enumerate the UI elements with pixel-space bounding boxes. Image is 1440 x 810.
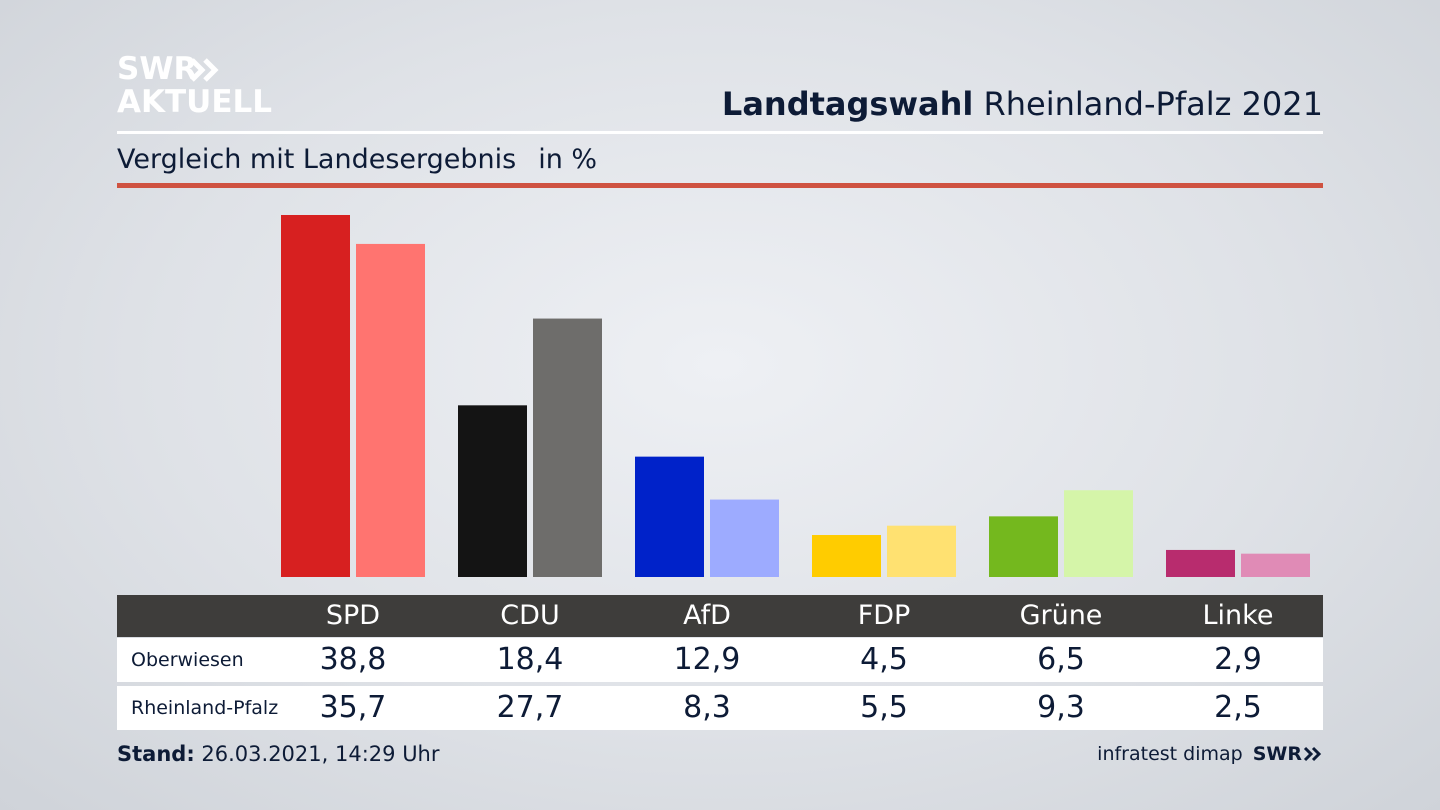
- bar-spd-rheinland-pfalz: [356, 243, 425, 577]
- chart-subtitle: Vergleich mit Landesergebnis in %: [117, 141, 597, 179]
- timestamp: Stand: 26.03.2021, 14:29 Uhr: [117, 739, 440, 769]
- column-header-cdu: CDU: [500, 600, 560, 631]
- title-rest: Rheinland-Pfalz 2021: [983, 85, 1323, 123]
- bar-spd-oberwiesen: [281, 214, 350, 577]
- logo-swr-text: SWR: [117, 51, 198, 87]
- accent-rule: [117, 183, 1323, 188]
- title-bold: Landtagswahl: [721, 85, 974, 123]
- value-fdp-oberwiesen: 4,5: [860, 642, 908, 677]
- source-credit: infratest dimap SWR: [1097, 740, 1323, 768]
- table-row-oberwiesen: Oberwiesen 38,8 18,4 12,9 4,5 6,5 2,9: [117, 638, 1323, 682]
- value-linke-rheinland-pfalz: 2,5: [1214, 690, 1262, 725]
- bar-chart: [281, 214, 1310, 577]
- column-header-linke: Linke: [1202, 600, 1274, 631]
- bar-fdp-rheinland-pfalz: [887, 525, 956, 577]
- value-afd-oberwiesen: 12,9: [673, 642, 741, 677]
- table-header: SPD CDU AfD FDP Grüne Linke: [117, 595, 1323, 637]
- row-label-oberwiesen: Oberwiesen: [131, 649, 244, 671]
- logo-aktuell-text: AKTUELL: [117, 84, 273, 120]
- stand-label: Stand:: [117, 742, 195, 766]
- page-title: Landtagswahl Rheinland-Pfalz 2021: [722, 84, 1323, 124]
- value-cdu-rheinland-pfalz: 27,7: [496, 690, 564, 725]
- swr-mini-logo: SWR: [1253, 743, 1323, 765]
- source-text: infratest dimap: [1097, 743, 1243, 765]
- bar-afd-rheinland-pfalz: [710, 499, 779, 577]
- column-header-fdp: FDP: [857, 600, 911, 631]
- bar-linke-rheinland-pfalz: [1241, 553, 1310, 577]
- value-linke-oberwiesen: 2,9: [1214, 642, 1262, 677]
- value-gruene-oberwiesen: 6,5: [1037, 642, 1085, 677]
- value-cdu-oberwiesen: 18,4: [496, 642, 564, 677]
- header-divider: [117, 131, 1323, 134]
- value-fdp-rheinland-pfalz: 5,5: [860, 690, 908, 725]
- bar-gruene-oberwiesen: [989, 516, 1058, 577]
- table-row-rheinland-pfalz: Rheinland-Pfalz 35,7 27,7 8,3 5,5 9,3 2,5: [117, 686, 1323, 730]
- bar-fdp-oberwiesen: [812, 535, 881, 577]
- bar-cdu-rheinland-pfalz: [533, 318, 602, 577]
- swr-mini-text: SWR: [1252, 743, 1302, 765]
- column-header-afd: AfD: [683, 600, 731, 631]
- column-header-gruene: Grüne: [1019, 600, 1103, 631]
- bar-gruene-rheinland-pfalz: [1064, 490, 1133, 577]
- swr-aktuell-logo: SWR AKTUELL: [117, 51, 273, 120]
- bar-cdu-oberwiesen: [458, 405, 527, 577]
- stand-value: 26.03.2021, 14:29 Uhr: [201, 742, 440, 766]
- unit-label: in %: [538, 144, 598, 175]
- subtitle-text: Vergleich mit Landesergebnis: [117, 144, 517, 175]
- bar-linke-oberwiesen: [1166, 549, 1235, 577]
- column-header-spd: SPD: [325, 600, 381, 631]
- value-gruene-rheinland-pfalz: 9,3: [1037, 690, 1085, 725]
- bar-afd-oberwiesen: [635, 456, 704, 577]
- value-spd-rheinland-pfalz: 35,7: [319, 690, 387, 725]
- value-spd-oberwiesen: 38,8: [319, 642, 387, 677]
- chevrons-icon: [1303, 746, 1322, 762]
- logo-chevrons-icon: [190, 58, 219, 82]
- value-afd-rheinland-pfalz: 8,3: [683, 690, 731, 725]
- row-label-rheinland-pfalz: Rheinland-Pfalz: [131, 697, 279, 719]
